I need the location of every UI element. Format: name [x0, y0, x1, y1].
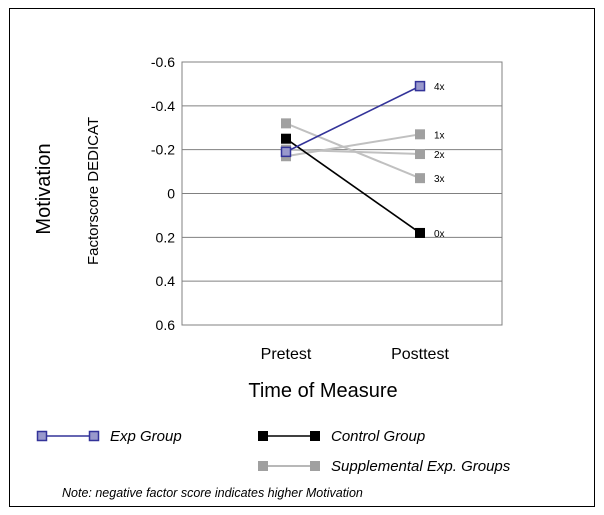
- series-end-label: 2x: [434, 150, 445, 161]
- data-point: [415, 173, 425, 184]
- y-tick-label: -0.6: [151, 54, 175, 70]
- data-point: [415, 227, 425, 238]
- legend-marker: [310, 461, 320, 471]
- x-axis-title: Time of Measure: [248, 380, 397, 402]
- y-tick-label: -0.2: [151, 142, 175, 158]
- series-line: [285, 122, 421, 180]
- legend-marker: [310, 431, 320, 441]
- series-line: [285, 138, 421, 234]
- data-point: [414, 80, 426, 92]
- data-point: [415, 129, 425, 140]
- data-point: [281, 118, 291, 129]
- legend-marker: [88, 430, 100, 442]
- y-tick-labels: -0.6 -0.4 -0.2 0 0.2 0.4 0.6: [151, 54, 175, 333]
- data-point: [281, 133, 291, 144]
- y-tick-label: 0: [167, 186, 175, 202]
- series-end-label: 0x: [434, 229, 445, 240]
- series-end-label: 4x: [434, 82, 445, 93]
- legend-marker: [258, 461, 268, 471]
- y-tick-label: 0.2: [156, 229, 176, 245]
- legend-label: Supplemental Exp. Groups: [331, 458, 511, 475]
- chart-frame: -0.6 -0.4 -0.2 0 0.2 0.4 0.6 Pretest Posttest 1…: [9, 8, 595, 507]
- footnote: Note: negative factor score indicates hi…: [62, 486, 363, 500]
- series-end-label: 1x: [434, 130, 445, 141]
- x-tick-labels: Pretest Posttest: [261, 346, 450, 363]
- series-group: 1x 2x 3x 0x 4x: [280, 80, 445, 240]
- series-line: [285, 85, 421, 153]
- y-axis-title-outer: Motivation: [33, 143, 55, 234]
- legend-marker: [36, 430, 48, 442]
- y-tick-label: 0.4: [156, 273, 176, 289]
- legend-label: Control Group: [331, 428, 425, 445]
- data-point: [415, 149, 425, 160]
- series-line: [285, 148, 421, 156]
- legend: Exp Group Control Group Supplemental Exp. …: [36, 428, 511, 475]
- chart-svg: -0.6 -0.4 -0.2 0 0.2 0.4 0.6 Pretest Posttest 1…: [33, 54, 511, 500]
- legend-label: Exp Group: [110, 428, 182, 445]
- gridlines: [182, 61, 502, 326]
- series-end-label: 3x: [434, 174, 445, 185]
- y-axis-title-inner: Factorscore DEDICAT: [85, 117, 102, 265]
- x-tick-label: Posttest: [391, 346, 449, 363]
- legend-marker: [258, 431, 268, 441]
- data-point: [280, 146, 292, 158]
- y-tick-label: -0.4: [151, 98, 175, 114]
- y-tick-label: 0.6: [156, 317, 176, 333]
- series-line: [285, 133, 421, 158]
- x-tick-label: Pretest: [261, 346, 312, 363]
